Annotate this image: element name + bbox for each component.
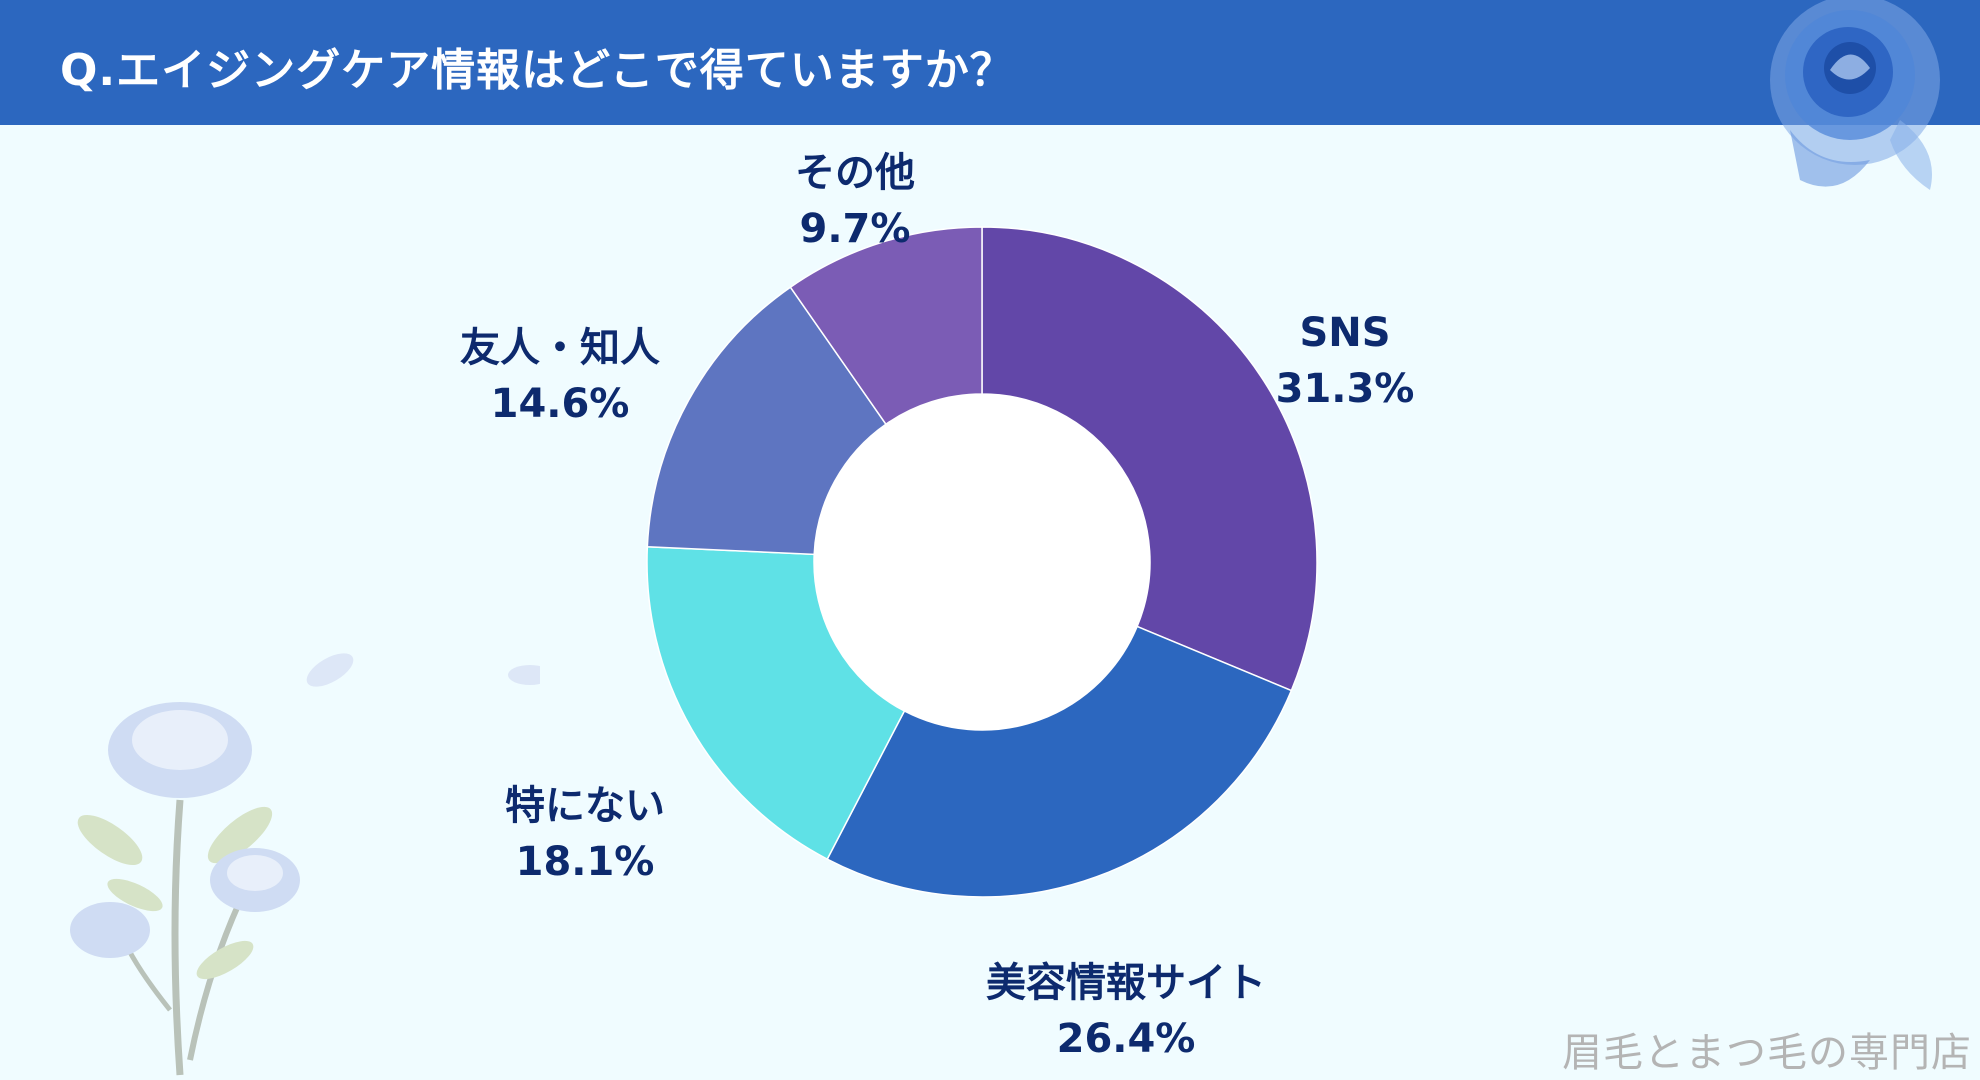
slice-label-friends: 友人・知人 14.6% bbox=[460, 320, 660, 432]
slice-name: 友人・知人 bbox=[460, 325, 660, 371]
slice-label-other: その他 9.7% bbox=[795, 145, 915, 257]
slice-label-nothing: 特にない 18.1% bbox=[505, 778, 665, 890]
slice-name: その他 bbox=[795, 150, 915, 196]
slice-value: 9.7% bbox=[799, 206, 911, 252]
slice-label-beauty-site: 美容情報サイト 26.4% bbox=[986, 955, 1266, 1067]
slice-label-sns: SNS 31.3% bbox=[1276, 305, 1415, 417]
watermark-text: 眉毛とまつ毛の専門店 bbox=[1562, 1030, 1972, 1076]
page-title: Q.エイジングケア情報はどこで得ていますか？ bbox=[60, 45, 1015, 96]
header-bar: Q.エイジングケア情報はどこで得ていますか？ bbox=[0, 0, 1980, 125]
slice-value: 26.4% bbox=[1056, 1016, 1196, 1062]
slice-name: 美容情報サイト bbox=[986, 960, 1266, 1006]
blue-rose-icon bbox=[1770, 0, 1940, 190]
slice-value: 18.1% bbox=[515, 839, 655, 885]
slice-value: 31.3% bbox=[1275, 366, 1415, 412]
donut-hole bbox=[814, 394, 1150, 730]
slice-name: 特にない bbox=[505, 783, 665, 829]
blue-rose-branch-icon bbox=[70, 653, 540, 1076]
slice-value: 14.6% bbox=[490, 381, 630, 427]
slice-name: SNS bbox=[1299, 310, 1391, 356]
